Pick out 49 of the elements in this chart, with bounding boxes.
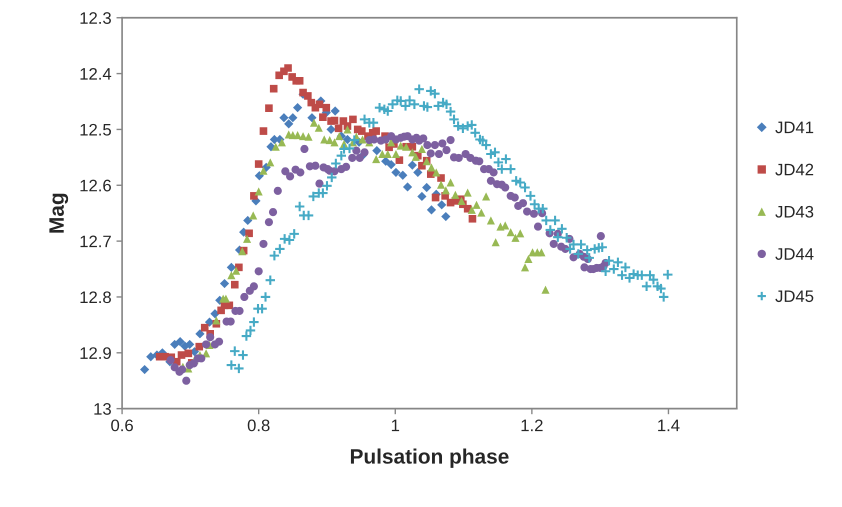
point	[284, 119, 294, 128]
point	[426, 205, 436, 214]
point	[226, 262, 236, 272]
y-tick-label: 12.9	[80, 347, 111, 360]
point	[398, 170, 408, 180]
point	[307, 113, 317, 122]
point	[146, 352, 156, 362]
point	[288, 113, 298, 122]
legend-label: JD45	[775, 290, 814, 302]
point	[243, 216, 252, 226]
legend-label: JD44	[775, 248, 814, 260]
x-tick-label: 1.4	[658, 420, 680, 432]
point	[140, 364, 150, 374]
point	[422, 182, 432, 192]
point	[195, 329, 205, 338]
y-axis-title: Mag	[49, 194, 68, 233]
point	[417, 192, 427, 202]
x-tick-label: 0.8	[248, 420, 270, 432]
point	[402, 182, 412, 192]
point	[408, 160, 417, 170]
point	[330, 106, 340, 116]
point	[391, 168, 401, 178]
point	[326, 124, 336, 134]
point	[342, 134, 352, 144]
point	[413, 168, 422, 178]
legend-label: JD42	[775, 164, 814, 176]
y-tick-label: 13	[94, 403, 111, 415]
y-tick-label: 12.5	[80, 124, 111, 136]
point	[372, 146, 382, 156]
point	[176, 337, 185, 346]
y-tick-label: 12.3	[80, 12, 111, 24]
y-tick-label: 12.6	[80, 180, 111, 192]
point	[293, 103, 302, 112]
point	[204, 317, 214, 327]
x-tick-label: 0.6	[111, 420, 133, 432]
point	[386, 160, 396, 170]
y-tick-label: 12.7	[80, 236, 111, 248]
point	[185, 340, 194, 350]
point	[279, 113, 289, 122]
y-tick-label: 12.8	[80, 291, 111, 304]
y-tick-label: 12.4	[80, 68, 112, 80]
x-tick-label: 1.2	[522, 420, 543, 432]
legend-label: JD43	[775, 206, 814, 218]
legend-label: JD41	[775, 122, 814, 134]
x-tick-label: 1	[392, 420, 400, 432]
point	[437, 200, 446, 210]
x-axis-title: Pulsation phase	[350, 448, 509, 468]
point	[441, 212, 450, 222]
point	[220, 278, 230, 288]
